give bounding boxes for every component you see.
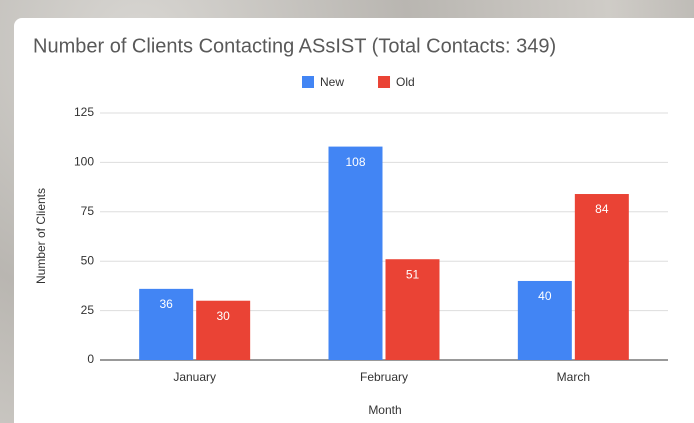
x-axis-label: Month bbox=[368, 403, 401, 417]
y-axis-label: Number of Clients bbox=[34, 188, 48, 284]
bar bbox=[575, 194, 629, 360]
y-tick-label: 50 bbox=[81, 253, 95, 267]
legend-swatch bbox=[302, 76, 314, 88]
value-label: 108 bbox=[345, 155, 365, 169]
y-tick-label: 0 bbox=[87, 352, 94, 366]
x-tick-label: March bbox=[557, 370, 590, 384]
y-tick-label: 100 bbox=[74, 155, 94, 169]
y-tick-label: 125 bbox=[74, 105, 94, 119]
value-label: 36 bbox=[159, 297, 173, 311]
legend-swatch bbox=[378, 76, 390, 88]
legend-label: New bbox=[320, 75, 344, 89]
value-label: 84 bbox=[595, 202, 609, 216]
value-label: 30 bbox=[216, 309, 230, 323]
y-tick-label: 25 bbox=[81, 303, 95, 317]
chart: Number of Clients Contacting ASsIST (Tot… bbox=[0, 0, 694, 423]
page: {"chart_data": {"type": "bar", "title": … bbox=[0, 0, 694, 423]
bar bbox=[329, 147, 383, 360]
chart-title: Number of Clients Contacting ASsIST (Tot… bbox=[33, 35, 556, 57]
y-tick-label: 75 bbox=[81, 204, 95, 218]
value-label: 51 bbox=[406, 267, 420, 281]
x-tick-label: January bbox=[173, 370, 216, 384]
value-label: 40 bbox=[538, 289, 552, 303]
legend-label: Old bbox=[396, 75, 415, 89]
x-tick-label: February bbox=[360, 370, 408, 384]
